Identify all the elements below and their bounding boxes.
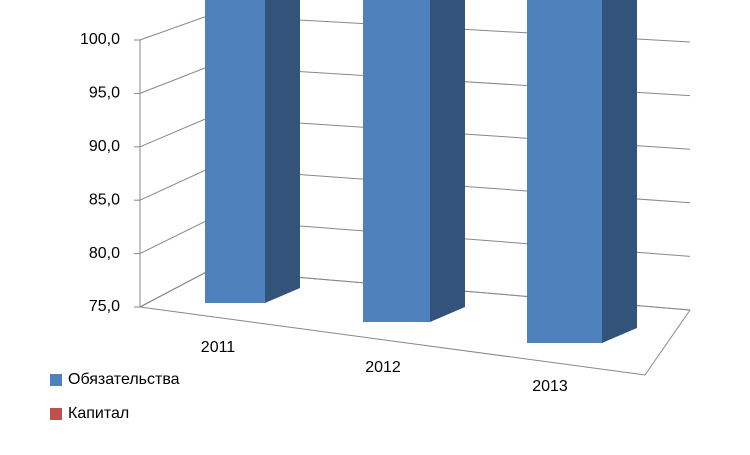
legend-label: Обязательства xyxy=(68,371,180,388)
bar-side xyxy=(265,0,300,303)
x-tick-label: 2012 xyxy=(365,359,401,376)
bar xyxy=(527,0,602,343)
bar-side xyxy=(602,0,637,343)
legend-label: Капитал xyxy=(68,405,129,422)
x-tick-label: 2011 xyxy=(201,339,236,356)
y-tick-label: 85,0 xyxy=(89,191,120,208)
y-tick-label: 90,0 xyxy=(89,138,120,155)
y-tick-label: 100,0 xyxy=(80,31,120,48)
y-tick-label: 75,0 xyxy=(89,298,120,315)
bar xyxy=(363,0,430,322)
bar xyxy=(205,0,265,303)
y-tick-label: 80,0 xyxy=(89,245,120,262)
legend-swatch xyxy=(50,374,62,386)
y-tick-label: 95,0 xyxy=(89,85,120,102)
x-tick-label: 2013 xyxy=(532,378,568,395)
legend-swatch xyxy=(50,408,62,420)
bar-side xyxy=(430,0,465,322)
